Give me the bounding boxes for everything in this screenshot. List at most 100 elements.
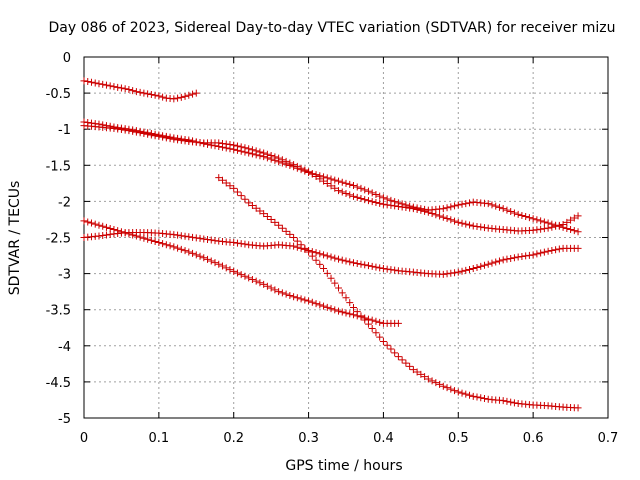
data-point [379, 265, 387, 273]
data-point [312, 172, 320, 180]
data-point [413, 206, 421, 214]
data-point [331, 279, 339, 287]
data-point [394, 319, 402, 327]
data-point [574, 212, 582, 220]
data-point [361, 186, 369, 194]
data-point [552, 222, 560, 230]
data-point [200, 235, 208, 243]
data-point [510, 209, 518, 217]
data-point [166, 135, 174, 143]
data-point [372, 329, 380, 337]
data-point [174, 231, 182, 239]
data-point [383, 265, 391, 273]
data-point [106, 230, 114, 238]
data-point [233, 142, 241, 150]
data-point [211, 237, 219, 245]
data-point [95, 221, 103, 229]
data-point [454, 388, 462, 396]
data-point [129, 231, 137, 239]
data-point [466, 199, 474, 207]
y-tick-label: -1 [58, 123, 71, 138]
data-point [211, 259, 219, 267]
data-point [230, 141, 238, 149]
x-axis-ticks: 0 0.1 0.2 0.3 0.4 0.5 0.6 0.7 [80, 57, 618, 446]
data-point [140, 89, 148, 97]
data-point [170, 231, 178, 239]
data-point [308, 170, 316, 178]
data-point [290, 293, 298, 301]
data-point [275, 154, 283, 162]
data-point [537, 249, 545, 257]
data-point [286, 291, 294, 299]
data-point [196, 234, 204, 242]
data-point [151, 237, 159, 245]
data-point [99, 232, 107, 240]
data-point [99, 80, 107, 88]
data-point [376, 199, 384, 207]
data-point [252, 277, 260, 285]
data-point [215, 260, 223, 268]
data-point [245, 199, 253, 207]
data-point [323, 303, 331, 311]
data-point [147, 131, 155, 139]
data-point [342, 294, 350, 302]
data-point [548, 246, 556, 254]
data-point [177, 232, 185, 240]
data-point [488, 201, 496, 209]
data-point [507, 398, 515, 406]
data-point [540, 225, 548, 233]
data-point [574, 404, 582, 412]
data-point [147, 236, 155, 244]
data-point [159, 93, 167, 101]
data-point [136, 129, 144, 137]
data-point [305, 297, 313, 305]
data-point [439, 205, 447, 213]
data-point [110, 124, 118, 132]
data-point [260, 280, 268, 288]
data-point [162, 134, 170, 142]
data-point [387, 201, 395, 209]
data-point [480, 395, 488, 403]
data-point [177, 245, 185, 253]
data-point [413, 368, 421, 376]
data-point [117, 228, 125, 236]
data-point [357, 313, 365, 321]
data-point [376, 318, 384, 326]
data-point [458, 200, 466, 208]
data-point [308, 298, 316, 306]
data-point [368, 262, 376, 270]
data-point [185, 248, 193, 256]
data-point [151, 132, 159, 140]
data-point [447, 203, 455, 211]
data-point [525, 214, 533, 222]
data-point [159, 240, 167, 248]
data-point [503, 206, 511, 214]
data-point [353, 183, 361, 191]
data-point [495, 203, 503, 211]
data-point [391, 202, 399, 210]
data-point [349, 259, 357, 267]
data-point [353, 193, 361, 201]
data-point [323, 269, 331, 277]
series-sat-d [215, 174, 582, 412]
data-point [361, 314, 369, 322]
y-tick-label: -2 [58, 195, 71, 210]
data-points [80, 77, 582, 412]
data-point [282, 157, 290, 165]
data-point [454, 268, 462, 276]
data-point [267, 284, 275, 292]
data-point [293, 237, 301, 245]
data-point [402, 204, 410, 212]
data-point [278, 156, 286, 164]
data-point [499, 205, 507, 213]
data-point [155, 132, 163, 140]
data-point [432, 211, 440, 219]
data-point [256, 279, 264, 287]
data-point [245, 274, 253, 282]
data-point [323, 180, 331, 188]
data-point [499, 256, 507, 264]
data-point [267, 215, 275, 223]
y-tick-label: -4.5 [46, 376, 71, 391]
data-point [144, 235, 152, 243]
